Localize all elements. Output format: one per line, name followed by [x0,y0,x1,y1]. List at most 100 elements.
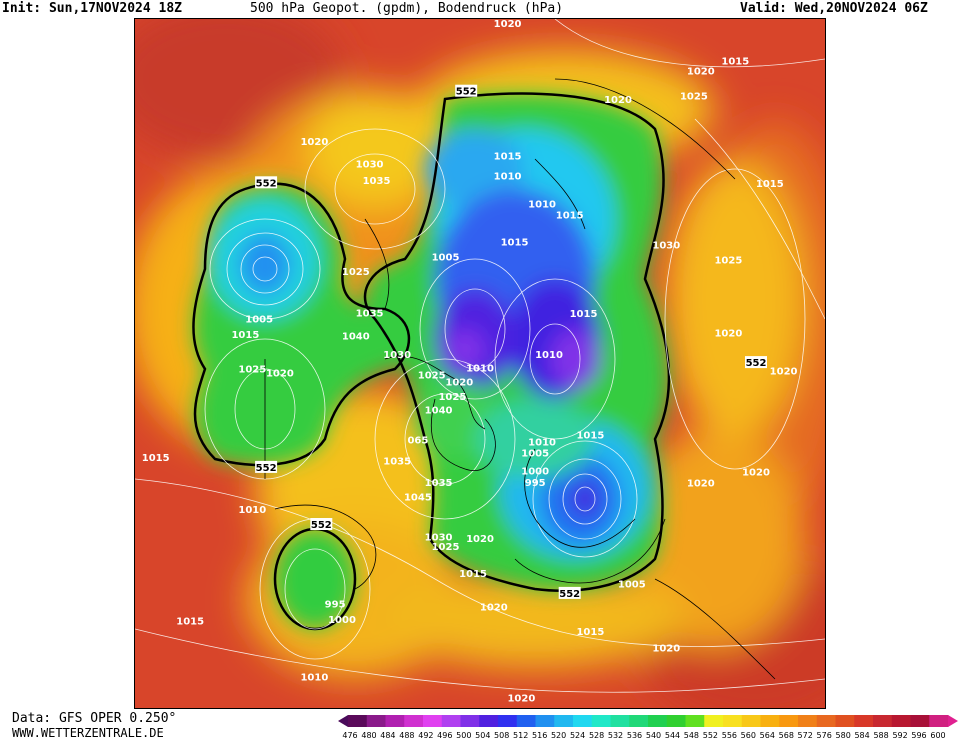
contour-label-box [745,356,767,369]
isobar-label: 065 [407,435,428,446]
colorbar-tick-label: 580 [835,731,851,740]
valid-time: Valid: Wed,20NOV2024 06Z [740,1,928,16]
colorbar-tick-label: 548 [683,731,700,740]
geopotential-contour-label: 552 [256,463,277,474]
colorbar-tick-label: 576 [816,731,832,740]
colorbar-tick-label: 588 [873,731,889,740]
colorbar-tick-label: 544 [664,731,681,740]
isobar-label: 1035 [363,176,391,187]
colorbar-swatch [648,715,668,727]
isobar-label: 1025 [680,92,708,103]
isobar-label: 1010 [238,505,266,516]
isobar-label: 1015 [576,431,604,442]
weather-map[interactable]: 1020 1015 1020 552 1020 1025 1020 1015 1030 1010 1… [134,18,826,709]
isobar-label: 1020 [466,534,494,545]
geopotential-contour-label: 552 [746,358,767,369]
colorbar-tick-label: 556 [721,731,738,740]
contour-label-box [255,176,278,189]
isobar-label: 1025 [438,392,466,403]
isobar-label: 1005 [245,315,273,326]
colorbar-swatch [610,715,630,727]
colorbar-tick-label: 512 [513,731,529,740]
colorbar-swatch [760,715,780,727]
colorbar-swatch [441,715,461,727]
isobar-label: 1025 [418,371,446,382]
isobar-label: 1010 [535,350,563,361]
isobar-label: 1015 [556,211,584,222]
colorbar-swatch [591,715,611,727]
data-source: Data: GFS OPER 0.250° [12,711,177,726]
isobar-label: 1015 [576,627,604,638]
isobar-label: 1045 [404,493,432,504]
coastlines [264,78,776,680]
isobar-label: 1000 [328,615,356,626]
isobar-label: 1010 [528,200,556,211]
isobar-label: 1025 [714,256,742,267]
colorbar-swatch [573,715,593,727]
contour-label-box [310,518,333,530]
isobar-label: 1010 [494,171,522,182]
colorbar-swatch [666,715,686,727]
colorbar-tick-label: 592 [892,731,908,740]
isobar-label: 1025 [342,267,370,278]
isobar-label: 1005 [432,253,460,264]
isobar-label: 1010 [300,672,328,683]
isobar-label: 1020 [742,468,770,479]
isobar-label: 1010 [466,364,494,375]
colorbar-tick-label: 496 [437,731,453,740]
isobar-label: 1035 [356,309,384,320]
colorbar-tick-label: 484 [380,731,396,740]
contour-label-box [255,460,278,473]
colorbar-swatch [854,715,874,727]
colorbar-tick-label: 520 [550,731,567,740]
colorbar-tick-label: 508 [494,731,510,740]
colorbar-swatch [385,715,405,727]
isobar-label: 1020 [687,67,715,78]
colorbar-swatch [779,715,799,727]
colorbar-tick-label: 492 [418,731,434,740]
colorbar-swatch [798,715,818,727]
colorbar-tick-label: 536 [626,731,643,740]
isobar-label: 1030 [425,532,453,543]
colorbar-right-arrow [948,715,958,727]
colorbar-tick-label: 476 [342,731,358,740]
isobar-label: 1035 [383,457,411,468]
colorbar-swatch [685,715,705,727]
isobar-label: 1015 [756,179,784,190]
colorbar-swatch [741,715,761,727]
isobar-label: 1030 [652,240,680,251]
isobar-label: 1020 [266,369,294,380]
geopotential-contour-label: 552 [559,589,580,600]
colorbar-swatch [348,715,368,727]
isobar-label: 1020 [445,377,473,388]
colorbar-swatch [423,715,443,727]
isobar-label: 1005 [521,448,549,459]
isobar-label: 1040 [342,331,370,342]
colorbar-tick-label: 524 [569,731,586,740]
isobar-label: 1025 [432,542,460,553]
colorbar-swatch [404,715,424,727]
isobar-label: 1010 [528,437,556,448]
colorbar-tick-label: 488 [399,731,415,740]
colorbar-swatch [516,715,536,727]
colorbar-tick-label: 572 [797,731,813,740]
colorbar-tick-label: 584 [854,731,870,740]
colorbar-swatch [535,715,555,727]
map-title: 500 hPa Geopot. (gpdm), Bodendruck (hPa) [250,1,564,16]
colorbar-swatch [723,715,743,727]
isobar-label: 1015 [231,330,259,341]
isobar-lines [135,19,825,693]
isobar-label: 1015 [721,56,749,67]
isobar-label: 1015 [570,309,598,320]
isobar-label: 1020 [604,95,632,106]
colorbar-tick-label: 560 [740,731,756,740]
geopotential-contour-label: 552 [456,87,477,98]
colorbar [338,715,958,727]
colorbar-swatch [835,715,855,727]
colorbar-tick-label: 504 [475,731,491,740]
colorbar-tick-label: 540 [645,731,662,740]
colorbar-swatch [554,715,574,727]
geopotential-field [135,19,825,708]
colorbar-tick-label: 500 [456,731,472,740]
